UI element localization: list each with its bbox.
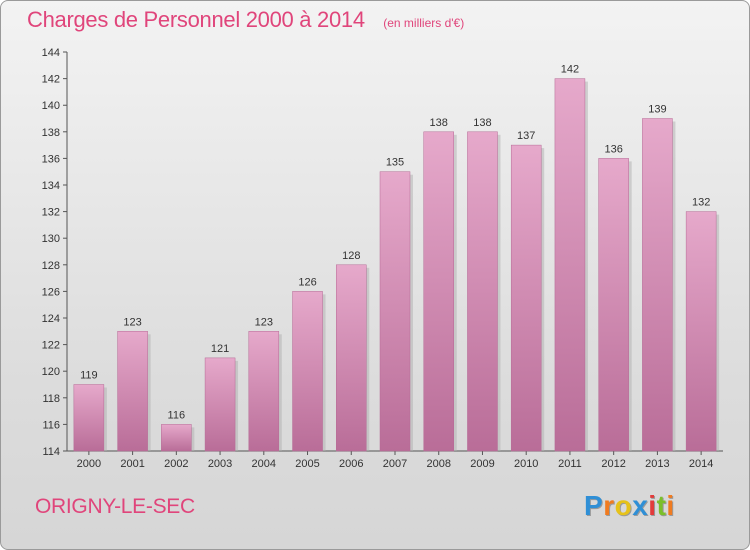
x-tick-label: 2010 (514, 458, 538, 470)
bar (248, 331, 280, 452)
y-tick-label: 140 (42, 100, 60, 112)
data-label: 136 (604, 143, 622, 155)
bar (642, 118, 673, 452)
x-tick-label: 2009 (470, 458, 494, 470)
chart-title: Charges de Personnel 2000 à 2014 (27, 7, 365, 32)
y-tick-label: 120 (42, 366, 60, 378)
y-tick-label: 124 (42, 313, 60, 325)
logo-letter: t (656, 490, 667, 521)
y-tick-label: 126 (42, 286, 60, 298)
data-label: 138 (430, 117, 448, 129)
bar (161, 424, 192, 452)
data-label: 139 (648, 104, 666, 116)
data-label: 116 (168, 409, 186, 421)
y-tick-label: 136 (42, 153, 60, 165)
data-label: 138 (473, 117, 491, 129)
title-row: Charges de Personnel 2000 à 2014 (en mil… (27, 7, 464, 33)
data-label: 123 (123, 316, 141, 328)
x-tick-label: 2000 (77, 458, 101, 470)
data-label: 135 (386, 157, 404, 169)
y-tick-label: 128 (42, 260, 60, 272)
data-label: 137 (517, 130, 535, 142)
x-tick-label: 2011 (558, 458, 582, 470)
x-tick-label: 2006 (339, 458, 363, 470)
y-tick-label: 142 (42, 74, 60, 86)
y-tick-label: 134 (42, 180, 60, 192)
y-tick-label: 118 (42, 393, 60, 405)
x-tick-label: 2005 (295, 458, 319, 470)
commune-name: ORIGNY-LE-SEC (35, 495, 195, 518)
y-tick-label: 138 (42, 127, 60, 139)
y-tick-label: 130 (42, 233, 60, 245)
y-tick-label: 114 (42, 446, 60, 458)
x-tick-label: 2002 (164, 458, 188, 470)
data-label: 123 (255, 316, 273, 328)
proxiti-logo: Proxiti (584, 490, 675, 522)
x-tick-label: 2003 (208, 458, 232, 470)
x-tick-label: 2008 (426, 458, 450, 470)
data-label: 126 (298, 276, 316, 288)
chart-subtitle: (en milliers d'€) (383, 16, 465, 30)
x-tick-label: 2012 (601, 458, 625, 470)
bar (336, 264, 367, 452)
x-tick-label: 2001 (120, 458, 144, 470)
y-tick-label: 122 (42, 340, 60, 352)
x-tick-label: 2007 (383, 458, 407, 470)
bar (510, 144, 542, 452)
data-label: 142 (561, 64, 579, 76)
bar (554, 78, 586, 452)
logo-letter: i (648, 490, 657, 521)
logo-letter: i (666, 490, 675, 521)
logo-letter: x (632, 490, 649, 521)
data-label: 128 (342, 250, 360, 262)
x-tick-label: 2014 (689, 458, 713, 470)
bar (685, 211, 717, 452)
bar (117, 331, 148, 452)
bar (379, 171, 411, 452)
data-label: 132 (692, 197, 710, 209)
bar (73, 384, 105, 452)
logo-letter: r (603, 490, 615, 521)
data-label: 119 (80, 370, 98, 382)
x-tick-label: 2013 (645, 458, 669, 470)
y-tick-label: 116 (42, 419, 60, 431)
x-tick-label: 2004 (252, 458, 276, 470)
logo-letter: o (614, 490, 633, 521)
data-label: 121 (211, 343, 229, 355)
y-tick-label: 144 (42, 47, 60, 59)
bar (204, 357, 236, 452)
logo-letter: P (584, 490, 604, 521)
bar (292, 291, 323, 452)
bar (598, 158, 629, 452)
bar (467, 131, 498, 452)
y-tick-label: 132 (42, 207, 60, 219)
bar (423, 131, 454, 452)
